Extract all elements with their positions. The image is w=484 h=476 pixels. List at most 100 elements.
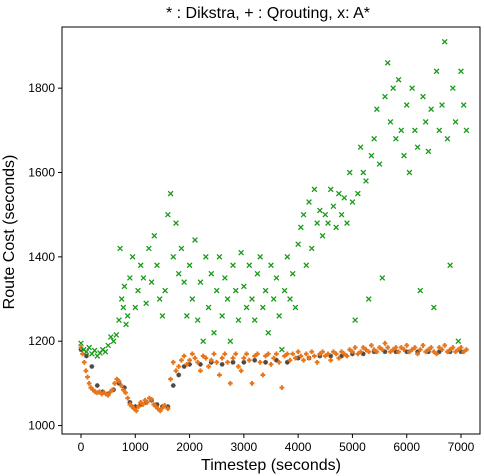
data-point-cross	[352, 317, 359, 323]
data-point-plus	[423, 349, 429, 355]
data-point-cross	[292, 304, 299, 311]
data-point-plus	[401, 347, 407, 353]
data-point-plus	[208, 357, 214, 363]
data-point-plus	[165, 406, 171, 412]
data-point-cross	[268, 262, 274, 269]
x-tick-label: 0	[78, 440, 85, 454]
data-point-cross	[249, 296, 255, 302]
data-point-cross	[78, 340, 84, 347]
data-point-plus	[230, 355, 236, 361]
data-point-star	[241, 359, 247, 365]
data-point-plus	[396, 349, 401, 355]
data-point-cross	[156, 296, 163, 302]
data-point-cross	[409, 85, 416, 92]
y-axis-label: Route Cost (seconds)	[1, 155, 18, 310]
data-point-plus	[439, 347, 445, 353]
data-point-plus	[176, 364, 182, 369]
data-points	[78, 38, 470, 414]
data-point-star	[339, 353, 344, 359]
data-point-cross	[344, 220, 350, 226]
data-point-plus	[233, 351, 239, 357]
data-point-star	[181, 364, 187, 369]
data-point-plus	[85, 374, 90, 380]
data-point-cross	[314, 220, 321, 226]
data-point-cross	[183, 313, 190, 319]
data-point-star	[404, 349, 410, 355]
data-point-star	[284, 359, 290, 365]
data-point-cross	[129, 254, 136, 260]
data-point-plus	[341, 351, 347, 357]
data-point-cross	[287, 296, 293, 302]
data-point-star	[219, 362, 225, 367]
data-point-plus	[360, 345, 366, 350]
data-point-cross	[194, 317, 201, 323]
data-point-cross	[227, 338, 234, 345]
data-point-plus	[236, 364, 241, 369]
data-point-plus	[447, 347, 453, 353]
data-point-plus	[328, 357, 334, 363]
data-point-plus	[352, 345, 358, 350]
data-point-plus	[455, 347, 461, 353]
data-point-plus	[293, 355, 298, 361]
data-point-plus	[350, 349, 355, 355]
data-point-star	[274, 357, 279, 363]
data-point-cross	[319, 232, 326, 239]
data-point-plus	[206, 364, 211, 369]
data-point-plus	[333, 351, 339, 357]
data-point-cross	[117, 245, 123, 252]
y-tick-label: 1400	[28, 250, 55, 264]
y-tick-label: 1000	[28, 419, 55, 433]
data-point-plus	[140, 402, 146, 407]
data-point-plus	[325, 351, 331, 357]
data-point-plus	[339, 349, 344, 355]
data-point-cross	[238, 249, 245, 256]
data-point-plus	[358, 349, 363, 355]
data-point-star	[187, 362, 192, 367]
y-tick-label: 1200	[28, 334, 55, 348]
data-point-plus	[312, 353, 317, 359]
data-point-cross	[257, 254, 264, 260]
data-point-plus	[120, 387, 126, 393]
data-point-plus	[303, 351, 309, 357]
data-point-plus	[450, 345, 456, 350]
data-point-cross	[107, 334, 114, 340]
data-point-cross	[151, 232, 158, 239]
data-point-plus	[290, 351, 296, 357]
data-point-cross	[325, 220, 331, 226]
data-point-plus	[385, 345, 391, 350]
data-point-plus	[388, 349, 393, 355]
data-point-plus	[295, 349, 301, 355]
data-point-plus	[398, 345, 404, 350]
data-point-cross	[254, 270, 261, 277]
data-point-star	[230, 359, 236, 365]
data-point-plus	[417, 347, 423, 353]
data-point-plus	[442, 343, 448, 348]
data-point-plus	[322, 353, 328, 359]
data-point-cross	[333, 224, 340, 231]
data-point-cross	[384, 59, 391, 66]
data-point-plus	[377, 345, 382, 350]
data-point-plus	[404, 343, 410, 348]
data-point-cross	[246, 262, 253, 269]
data-point-plus	[189, 351, 195, 357]
data-point-star	[89, 364, 95, 369]
data-point-plus	[211, 351, 217, 357]
data-point-cross	[297, 224, 304, 231]
data-point-plus	[225, 359, 230, 365]
data-point-cross	[120, 304, 127, 311]
series-plus	[78, 340, 469, 414]
data-point-plus	[203, 355, 209, 361]
data-point-cross	[175, 270, 182, 277]
data-point-plus	[265, 351, 271, 357]
data-point-plus	[244, 351, 249, 357]
y-axis: 1000 1200 1400 1600 1800	[28, 81, 62, 433]
data-point-cross	[417, 287, 424, 294]
data-point-plus	[428, 345, 434, 350]
data-point-plus	[219, 355, 225, 361]
data-point-cross	[145, 245, 152, 252]
data-point-plus	[222, 351, 228, 357]
data-point-star	[122, 385, 127, 391]
data-point-cross	[341, 194, 348, 201]
data-point-cross	[455, 338, 462, 345]
